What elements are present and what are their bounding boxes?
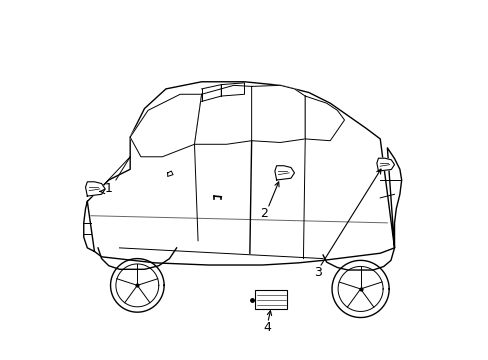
Polygon shape bbox=[274, 166, 294, 180]
Polygon shape bbox=[85, 182, 105, 196]
Bar bbox=[255, 290, 287, 310]
Text: 2: 2 bbox=[260, 207, 267, 220]
Polygon shape bbox=[167, 171, 173, 176]
Polygon shape bbox=[194, 85, 251, 144]
Text: 3: 3 bbox=[313, 266, 321, 279]
Text: 4: 4 bbox=[263, 321, 270, 334]
Text: 1: 1 bbox=[104, 182, 112, 195]
Polygon shape bbox=[130, 94, 201, 157]
Polygon shape bbox=[251, 85, 305, 143]
Polygon shape bbox=[376, 158, 394, 171]
Polygon shape bbox=[305, 96, 344, 141]
